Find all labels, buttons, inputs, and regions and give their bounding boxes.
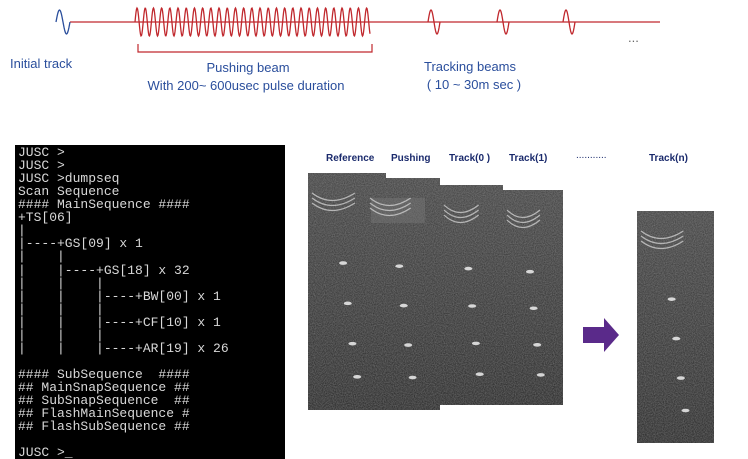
pulse <box>562 9 576 35</box>
terminal-line: | | | <box>18 328 104 343</box>
image-label: Reference <box>326 153 375 164</box>
bracket <box>137 44 373 53</box>
ellipsis: ... <box>628 30 639 45</box>
echo-arc <box>369 207 412 217</box>
terminal-line: JUSC > <box>18 145 65 160</box>
terminal-line: ## FlashSubSequence ## <box>18 419 190 434</box>
bright-spot <box>681 408 690 413</box>
echo-arc <box>640 230 684 240</box>
bright-spot <box>404 343 413 347</box>
terminal-line: | |----+GS[18] x 32 <box>18 263 190 278</box>
images <box>308 173 714 443</box>
pulse <box>496 9 510 35</box>
echo-arc <box>443 204 480 214</box>
terminal-line: +TS[06] <box>18 210 73 225</box>
label: ( 10 ~ 30m sec ) <box>427 77 521 92</box>
terminal <box>15 145 285 459</box>
echo-arc <box>443 214 480 224</box>
bright-spot <box>468 304 477 308</box>
terminal-line: #### SubSequence #### <box>18 367 190 382</box>
bright-spot <box>408 375 417 380</box>
bright-spot <box>672 336 681 341</box>
echo-arc <box>640 240 684 250</box>
terminal-line: |----+GS[09] x 1 <box>18 236 143 251</box>
terminal-line: | | | <box>18 276 104 291</box>
echo-arc <box>506 209 541 219</box>
terminal-line: | | |----+AR[19] x 26 <box>18 341 229 356</box>
bright-spot <box>529 306 538 311</box>
speckle <box>366 178 440 410</box>
terminal-line: | | |----+BW[00] x 1 <box>18 289 221 304</box>
bright-spot <box>526 269 534 274</box>
terminal-line: ## FlashMainSequence # <box>18 406 190 421</box>
bright-spot <box>353 375 362 379</box>
terminal-line: | | | <box>18 302 104 317</box>
image-label: Track(0 ) <box>449 153 490 164</box>
image-label: ........... <box>576 150 607 161</box>
label: Initial track <box>10 56 73 71</box>
echo-arc <box>369 202 412 212</box>
bright-spot <box>676 376 685 380</box>
terminal-line: JUSC >dumpseq <box>18 171 119 186</box>
waveform <box>55 6 660 38</box>
pulse <box>134 6 371 38</box>
bright-spot <box>399 303 408 308</box>
label: Tracking beams <box>424 59 516 74</box>
echo-arc <box>311 202 356 212</box>
bright-spot <box>464 266 473 271</box>
image-label: Track(n) <box>649 153 688 164</box>
bright-spot <box>339 261 348 265</box>
image-label: Track(1) <box>509 153 547 164</box>
echo-arc <box>369 197 412 207</box>
bright-spot <box>667 297 676 301</box>
bright-spot <box>343 301 352 306</box>
echo-arc <box>443 209 480 219</box>
terminal-line: JUSC >_ <box>18 445 73 459</box>
bright-spot <box>533 343 542 347</box>
pulse <box>427 9 441 35</box>
terminal-line: ## SubSnapSequence ## <box>18 393 190 408</box>
pulse <box>55 9 71 35</box>
speckle <box>440 185 503 405</box>
terminal-line: ## MainSnapSequence ## <box>18 380 190 395</box>
bright-spot <box>348 341 357 346</box>
speckle <box>503 190 563 405</box>
terminal-line: | | <box>18 249 65 264</box>
label: With 200~ 600usec pulse duration <box>148 78 345 93</box>
arrow <box>583 318 619 352</box>
echo-arc <box>311 192 356 202</box>
terminal-line: #### MainSequence #### <box>18 197 190 212</box>
speckle <box>637 211 714 443</box>
image-label: Pushing <box>391 153 430 164</box>
label: Pushing beam <box>206 60 289 75</box>
echo-arc <box>506 214 541 224</box>
echo-arc <box>311 197 356 207</box>
push-region <box>371 198 425 223</box>
terminal-line: | | |----+CF[10] x 1 <box>18 315 221 330</box>
bright-spot <box>395 264 404 268</box>
bright-spot <box>471 341 480 346</box>
bright-spot <box>536 373 545 377</box>
echo-arc <box>640 235 684 245</box>
terminal-line: | <box>18 223 26 238</box>
bright-spot <box>475 372 484 377</box>
terminal-line: Scan Sequence <box>18 184 119 199</box>
terminal-line: JUSC > <box>18 158 65 173</box>
echo-arc <box>506 219 541 229</box>
